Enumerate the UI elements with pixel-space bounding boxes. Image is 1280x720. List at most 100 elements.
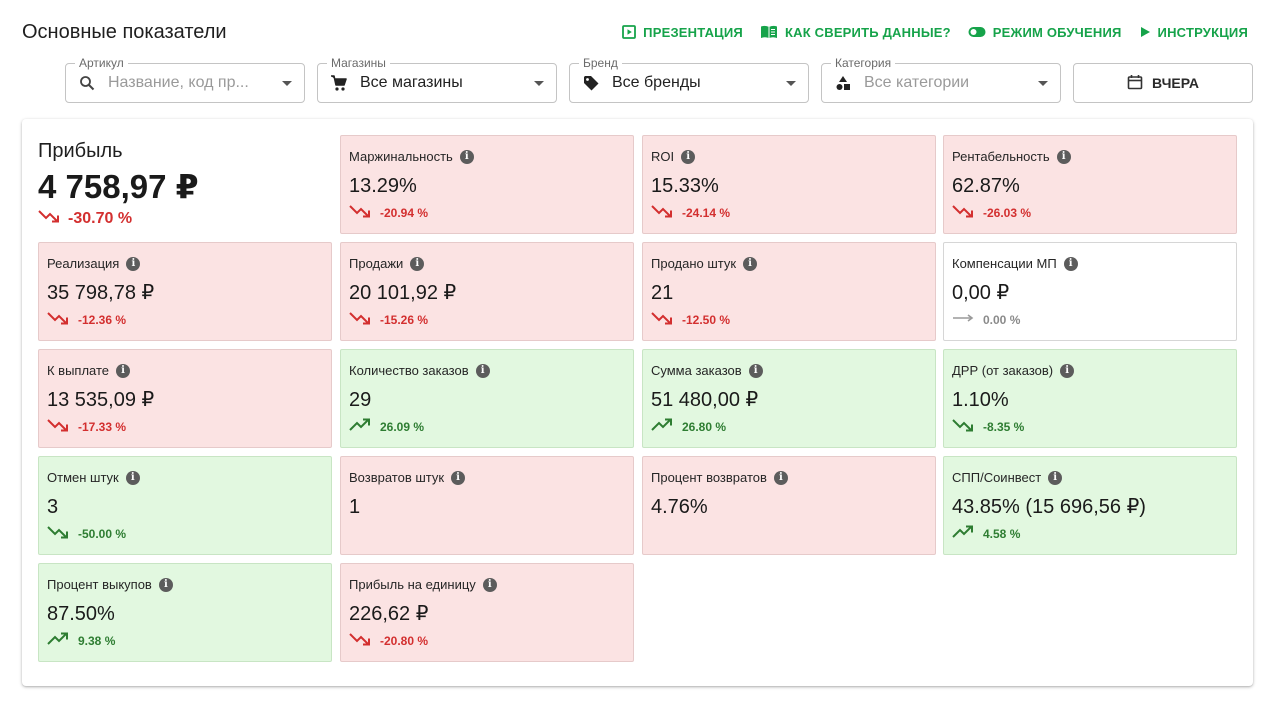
header-actions: ПРЕЗЕНТАЦИЯ КАК СВЕРИТЬ ДАННЫЕ? РЕЖИМ ОБ… bbox=[622, 20, 1248, 44]
metric-delta: -12.50 % bbox=[651, 311, 730, 328]
date-range-button[interactable]: ВЧЕРА bbox=[1073, 63, 1253, 103]
info-icon[interactable]: i bbox=[475, 363, 490, 378]
article-search-input[interactable]: Название, код пр... bbox=[108, 74, 249, 91]
article-filter[interactable]: Артикул Название, код пр... bbox=[65, 56, 305, 103]
trend-down-icon bbox=[349, 311, 371, 328]
info-icon[interactable]: i bbox=[748, 363, 763, 378]
metric-label-row: ДРР (от заказов) i bbox=[952, 363, 1075, 378]
trend-down-icon bbox=[651, 311, 673, 328]
trend-down-icon bbox=[47, 418, 69, 435]
metric-value: 0,00 ₽ bbox=[952, 282, 1010, 304]
metric-delta-value: -24.14 % bbox=[682, 205, 731, 220]
arrow-right-icon bbox=[952, 311, 974, 328]
trend-down-icon bbox=[47, 311, 69, 328]
brand-select-value: Все бренды bbox=[612, 74, 701, 91]
metric-delta-value: -8.35 % bbox=[983, 419, 1025, 434]
metric-value: 21 bbox=[651, 282, 674, 304]
cart-icon bbox=[330, 74, 348, 92]
metric-delta: -12.36 % bbox=[47, 311, 126, 328]
metric-label-row: Количество заказов i bbox=[349, 363, 490, 378]
shops-filter[interactable]: Магазины Все магазины bbox=[317, 56, 557, 103]
metric-label-row: Продажи i bbox=[349, 256, 425, 271]
article-filter-label: Артикул bbox=[75, 56, 128, 70]
category-select-value: Все категории bbox=[864, 74, 970, 91]
chevron-down-icon[interactable] bbox=[1038, 80, 1048, 86]
info-icon[interactable]: i bbox=[1048, 470, 1063, 485]
info-icon[interactable]: i bbox=[1063, 256, 1078, 271]
metric-label-row: СПП/Соинвест i bbox=[952, 470, 1063, 485]
metric-label: СПП/Соинвест bbox=[952, 470, 1042, 485]
metric-value: 29 bbox=[349, 389, 372, 411]
instruction-button[interactable]: ИНСТРУКЦИЯ bbox=[1139, 25, 1248, 40]
info-icon[interactable]: i bbox=[116, 363, 131, 378]
how-to-verify-button[interactable]: КАК СВЕРИТЬ ДАННЫЕ? bbox=[760, 25, 951, 40]
metric-value: 13.29% bbox=[349, 175, 417, 197]
info-icon[interactable]: i bbox=[158, 577, 173, 592]
metric-card: Рентабельность i 62.87% -26.03 % bbox=[943, 135, 1237, 234]
chevron-down-icon[interactable] bbox=[282, 80, 292, 86]
info-icon[interactable]: i bbox=[773, 470, 788, 485]
metric-delta: 4.58 % bbox=[952, 525, 1020, 542]
metric-delta-value: -20.94 % bbox=[380, 205, 429, 220]
metric-label-row: ROI i bbox=[651, 149, 696, 164]
trend-down-icon bbox=[349, 204, 371, 221]
chevron-down-icon[interactable] bbox=[786, 80, 796, 86]
shops-select-value: Все магазины bbox=[360, 74, 463, 91]
info-icon[interactable]: i bbox=[126, 256, 141, 271]
chevron-down-icon[interactable] bbox=[534, 80, 544, 86]
info-icon[interactable]: i bbox=[482, 577, 497, 592]
category-shapes-icon bbox=[834, 74, 852, 92]
metric-label-row: Реализация i bbox=[47, 256, 141, 271]
metric-value: 4.76% bbox=[651, 496, 708, 518]
instruction-label: ИНСТРУКЦИЯ bbox=[1157, 24, 1248, 40]
metric-label: Прибыль на единицу bbox=[349, 577, 476, 592]
metric-delta: -17.33 % bbox=[47, 418, 126, 435]
training-mode-label: РЕЖИМ ОБУЧЕНИЯ bbox=[992, 24, 1122, 40]
info-icon[interactable]: i bbox=[681, 149, 696, 164]
info-icon[interactable]: i bbox=[125, 470, 140, 485]
metric-label: Процент выкупов bbox=[47, 577, 152, 592]
metric-card: Процент выкупов i 87.50% 9.38 % bbox=[38, 563, 332, 662]
shops-filter-label: Магазины bbox=[327, 56, 390, 70]
metric-delta: -20.80 % bbox=[349, 632, 428, 649]
brand-filter[interactable]: Бренд Все бренды bbox=[569, 56, 809, 103]
category-filter[interactable]: Категория Все категории bbox=[821, 56, 1061, 103]
metric-delta-value: 26.09 % bbox=[380, 419, 425, 434]
info-icon[interactable]: i bbox=[1060, 363, 1075, 378]
metric-value: 20 101,92 ₽ bbox=[349, 282, 457, 304]
trend-down-icon bbox=[651, 204, 673, 221]
info-icon[interactable]: i bbox=[451, 470, 466, 485]
profit-value: 4 758,97 ₽ bbox=[38, 168, 199, 205]
metric-delta-value: -20.80 % bbox=[380, 633, 429, 648]
category-filter-label: Категория bbox=[831, 56, 896, 70]
metric-value: 51 480,00 ₽ bbox=[651, 389, 759, 411]
presentation-button[interactable]: ПРЕЗЕНТАЦИЯ bbox=[622, 25, 743, 40]
metric-label: Компенсации МП bbox=[952, 256, 1057, 271]
play-icon bbox=[1139, 26, 1151, 38]
training-mode-toggle[interactable]: РЕЖИМ ОБУЧЕНИЯ bbox=[968, 25, 1122, 40]
info-icon[interactable]: i bbox=[743, 256, 758, 271]
metric-delta: -24.14 % bbox=[651, 204, 730, 221]
trend-down-icon bbox=[349, 632, 371, 649]
metric-card: Количество заказов i 29 26.09 % bbox=[340, 349, 634, 448]
metric-label: Продажи bbox=[349, 256, 404, 271]
metric-label-row: Возвратов штук i bbox=[349, 470, 466, 485]
metric-delta: -50.00 % bbox=[47, 525, 126, 542]
info-icon[interactable]: i bbox=[1056, 149, 1071, 164]
metric-delta-value: 26.80 % bbox=[682, 419, 727, 434]
metric-value: 13 535,09 ₽ bbox=[47, 389, 155, 411]
metric-delta: 26.09 % bbox=[349, 418, 424, 435]
metric-delta: 0.00 % bbox=[952, 311, 1020, 328]
metric-label-row: Отмен штук i bbox=[47, 470, 140, 485]
profit-delta: -30.70 % bbox=[38, 209, 328, 228]
metric-card: Компенсации МП i 0,00 ₽ 0.00 % bbox=[943, 242, 1237, 341]
metric-label: Реализация bbox=[47, 256, 120, 271]
metric-label: Процент возвратов bbox=[651, 470, 767, 485]
metric-delta-value: -12.36 % bbox=[78, 312, 127, 327]
metric-card: Прибыль на единицу i 226,62 ₽ -20.80 % bbox=[340, 563, 634, 662]
page-title: Основные показатели bbox=[22, 21, 227, 43]
metric-label: Маржинальность bbox=[349, 149, 453, 164]
info-icon[interactable]: i bbox=[410, 256, 425, 271]
info-icon[interactable]: i bbox=[459, 149, 474, 164]
metrics-panel: Прибыль 4 758,97 ₽ -30.70 % Маржинальнос… bbox=[22, 119, 1253, 686]
